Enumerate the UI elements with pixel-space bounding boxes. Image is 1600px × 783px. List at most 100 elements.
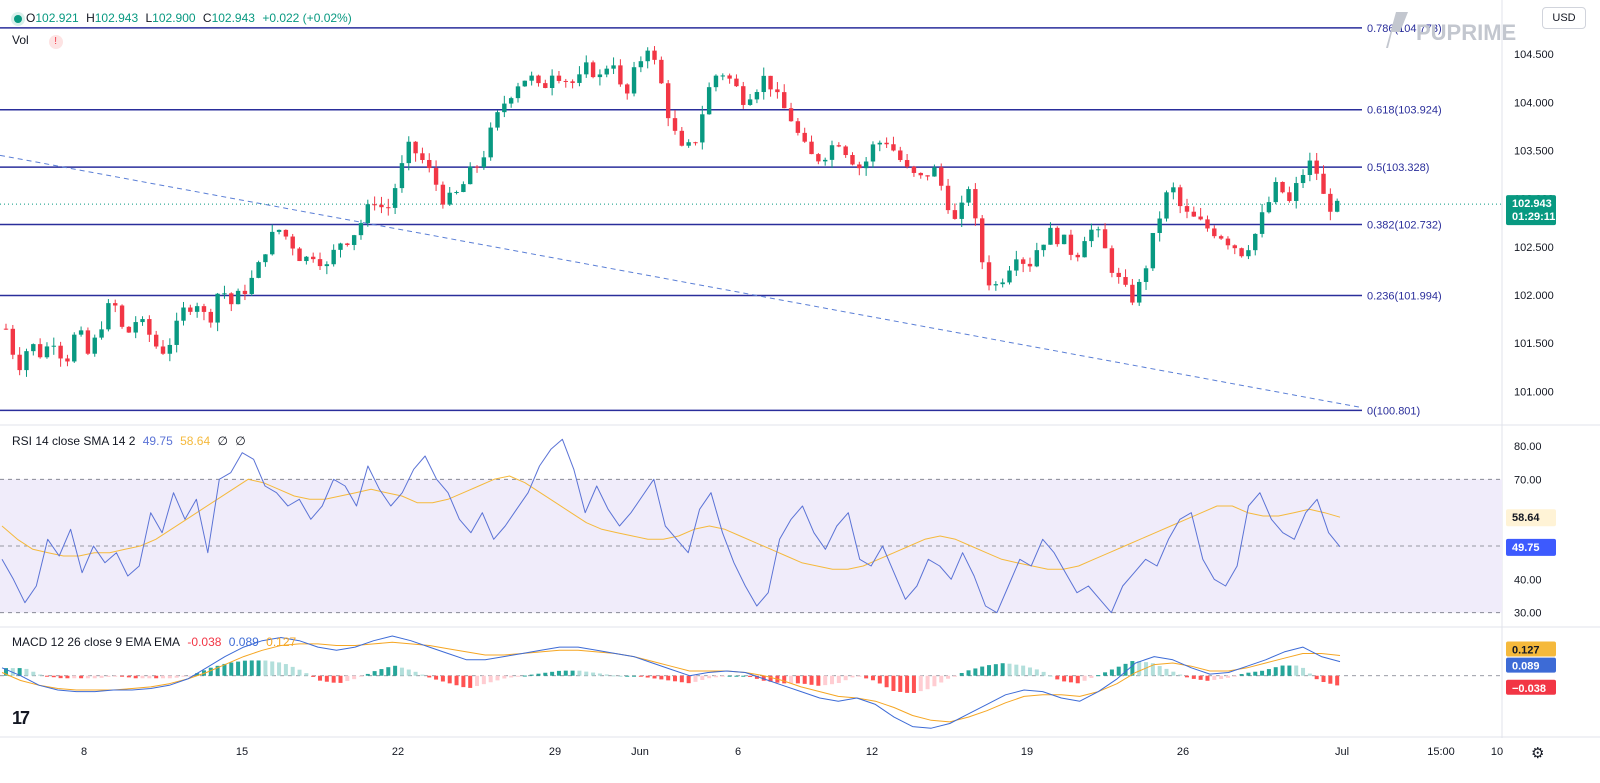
time-tick-label: 26 [1177, 746, 1189, 758]
macd-hist-bar [1000, 663, 1005, 676]
candle-body [304, 256, 309, 262]
macd-hist-bar [161, 675, 166, 679]
candle-body [1171, 187, 1176, 193]
macd-hist-bar [1062, 675, 1067, 682]
macd-hist-bar [720, 675, 725, 677]
macd-hist-bar [502, 675, 507, 679]
macd-hist-bar [181, 675, 186, 677]
macd-hist-bar [51, 675, 56, 678]
macd-hist-bar [741, 675, 746, 677]
close-value: 102.943 [211, 11, 255, 25]
candle-body [1246, 250, 1251, 257]
candle-body [549, 75, 555, 88]
time-tick-label: 15:00 [1427, 746, 1455, 758]
candle-body [898, 150, 903, 161]
volume-legend[interactable]: Vol! [12, 33, 67, 49]
candle-body [877, 142, 882, 145]
candle-body [973, 189, 978, 219]
macd-hist-bar [591, 672, 596, 676]
macd-hist-bar [215, 665, 220, 676]
candle-body [850, 155, 855, 165]
candle-body [283, 229, 289, 237]
candle-body [836, 145, 842, 147]
macd-hist-bar [92, 675, 97, 679]
macd-hist-bar [1014, 664, 1019, 676]
candle-body [1123, 277, 1128, 285]
candle-body [427, 159, 432, 169]
candle-body [392, 188, 398, 208]
warning-icon[interactable]: ! [48, 35, 63, 49]
gear-icon[interactable]: ⚙ [1531, 745, 1545, 762]
candle-body [816, 154, 821, 162]
macd-hist-bar [1225, 675, 1230, 678]
macd-hist-bar [980, 666, 985, 676]
macd-hist-bar [761, 675, 766, 681]
macd-hist-bar [830, 675, 835, 685]
candle-body [713, 75, 719, 88]
macd-hist-bar [1041, 671, 1046, 676]
macd-hist-bar [79, 675, 84, 679]
candle-body [1048, 227, 1053, 245]
time-axis[interactable]: 8 15 22 29 Jun 6 12 19 26 Jul 15:00 10 [81, 746, 1503, 758]
candle-body [1000, 282, 1005, 285]
macd-hist-bar [1123, 663, 1128, 676]
macd-hist-bar [1219, 675, 1224, 679]
rsi-legend[interactable]: RSI 14 close SMA 14 2 49.75 58.64 ∅ ∅ [12, 434, 250, 448]
candle-body [140, 319, 145, 323]
candle-body [665, 83, 671, 119]
candle-body [700, 114, 705, 143]
tradingview-logo-icon[interactable]: 17 [12, 708, 30, 729]
candle-body [502, 103, 507, 113]
candle-body [563, 80, 568, 82]
macd-hist-legend-value: -0.038 [187, 635, 222, 649]
macd-hist-bar [679, 675, 684, 683]
candle-body [802, 132, 807, 142]
candle-body [747, 99, 753, 105]
candle-body [256, 262, 261, 278]
low-value: 102.900 [152, 11, 196, 25]
macd-hist-bar [358, 675, 363, 677]
macd-hist-bar [133, 675, 138, 679]
candle-body [604, 68, 609, 75]
candle-body [986, 262, 992, 286]
candle-body [932, 167, 937, 177]
candle-body [488, 127, 493, 158]
candle-body [857, 164, 862, 169]
fib-label: 0.5(103.328) [1367, 162, 1429, 174]
brand-logo: PUPRIME [1376, 12, 1526, 48]
candle-body [939, 167, 944, 186]
candle-body [734, 78, 739, 87]
macd-title: MACD 12 26 close 9 EMA EMA [12, 635, 181, 649]
macd-hist-bar [1103, 672, 1108, 676]
macd-hist-bar [754, 675, 759, 679]
macd-hist-bar [727, 675, 732, 677]
currency-selector[interactable]: USD [1542, 7, 1586, 29]
candle-body [447, 192, 452, 205]
macd-hist-bar [126, 675, 131, 678]
macd-hist-bar [195, 673, 200, 676]
macd-hist-bar [768, 675, 773, 682]
open-label: O [26, 11, 36, 25]
candle-body [222, 293, 227, 295]
high-value: 102.943 [94, 11, 139, 25]
rsi-tick-label: 70.00 [1514, 474, 1542, 486]
macd-hist-bar [802, 675, 807, 684]
macd-hist-bar [1205, 675, 1210, 681]
price-axis[interactable]: 101.000101.500102.000102.500103.000103.5… [1514, 49, 1554, 619]
macd-hist-bar [795, 675, 800, 684]
candle-body [290, 236, 295, 249]
last-price-tag-bg [1506, 195, 1556, 226]
candle-body [119, 305, 125, 327]
candle-body [1061, 234, 1067, 245]
candle-body [454, 192, 459, 194]
candle-body [324, 264, 330, 267]
macd-hist-bar [823, 675, 828, 686]
macd-legend[interactable]: MACD 12 26 close 9 EMA EMA -0.038 0.089 … [12, 635, 300, 649]
candle-body [904, 160, 910, 167]
chart-grid [0, 0, 1600, 738]
candle-body [979, 218, 985, 263]
macd-hist-bar [406, 669, 411, 676]
macd-hist-bar [1232, 675, 1237, 677]
